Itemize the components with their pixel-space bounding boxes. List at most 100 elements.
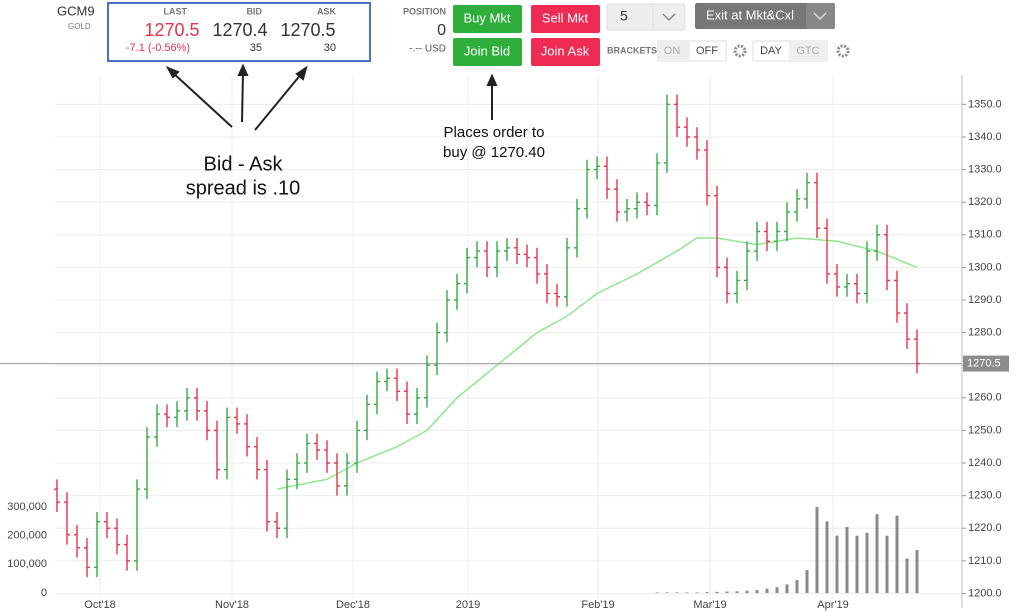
x-tick-label: Oct'18	[84, 599, 115, 611]
buy-market-button[interactable]	[453, 5, 522, 33]
last-price-label: 1270.5	[967, 357, 1001, 369]
off-option[interactable]: OFF	[696, 45, 718, 57]
y-tick-label: 1230.0	[968, 490, 1002, 502]
arrow	[241, 71, 244, 123]
toggle-active	[754, 42, 789, 60]
bid-size: 35	[250, 42, 262, 54]
volume-bar	[695, 592, 699, 593]
annotation-arrows	[165, 63, 498, 131]
volume-tick-label: 0	[41, 587, 47, 599]
exit-label[interactable]: Exit at Mkt&Cxl	[706, 7, 794, 22]
volume-bar	[685, 592, 689, 593]
arrow-head	[165, 66, 180, 79]
exit-dropdown[interactable]	[806, 3, 835, 29]
volume-bar	[655, 592, 659, 593]
volume-bar	[815, 507, 819, 593]
gear-icon[interactable]	[733, 44, 747, 58]
ask-price: 1270.5	[280, 20, 335, 40]
arrow-head	[486, 73, 498, 86]
dropdown-arrow[interactable]	[662, 13, 676, 22]
y-tick-label: 1210.0	[968, 555, 1002, 567]
join-bid-button[interactable]	[453, 38, 522, 66]
y-tick-label: 1200.0	[968, 587, 1002, 599]
volume-bar	[895, 515, 899, 593]
moving-average-line	[276, 237, 918, 490]
toggle-active	[690, 42, 725, 60]
y-tick-label: 1280.0	[968, 327, 1002, 339]
arrow	[254, 72, 303, 131]
arrow-head	[295, 65, 308, 81]
gear-icon[interactable]	[836, 44, 850, 58]
annotation: Bid - Ask	[204, 153, 284, 175]
volume-bar	[745, 590, 749, 593]
volume-bar	[825, 521, 829, 593]
bid-label: BID	[247, 6, 263, 16]
x-tick-label: Feb'19	[581, 599, 614, 611]
volume-bar	[875, 514, 879, 593]
y-tick-label: 1290.0	[968, 294, 1002, 306]
volume-bar	[725, 591, 729, 593]
volume-bar	[805, 570, 809, 593]
volume-bar	[855, 535, 859, 593]
volume-bar	[735, 591, 739, 593]
sell-market-label[interactable]: Sell Mkt	[542, 10, 589, 25]
y-tick-label: 1220.0	[968, 522, 1002, 534]
ask-label: ASK	[317, 6, 337, 16]
instrument-name: GOLD	[68, 22, 91, 31]
x-tick-label: Dec'18	[336, 599, 370, 611]
brackets-label: BRACKETS	[607, 45, 657, 55]
arrow-head	[237, 63, 249, 76]
exit-button[interactable]	[695, 3, 835, 29]
last-price-box	[963, 355, 1009, 372]
y-tick-label: 1240.0	[968, 457, 1002, 469]
x-tick-label: Apr'19	[817, 599, 848, 611]
volume-bar	[795, 580, 799, 593]
quantity[interactable]: 5	[620, 8, 628, 24]
x-tick-label: Nov'18	[215, 599, 249, 611]
y-tick-label: 1260.0	[968, 392, 1002, 404]
position-label: POSITION	[403, 6, 446, 16]
annotation: Places order to	[444, 124, 545, 141]
price-change: -7.1 (-0.56%)	[126, 42, 190, 54]
annotation: spread is .10	[186, 177, 301, 199]
volume-bar	[845, 527, 849, 593]
join-ask-label[interactable]: Join Ask	[541, 43, 590, 58]
bid-price: 1270.4	[212, 20, 267, 40]
day-option[interactable]: DAY	[760, 45, 782, 57]
on-option[interactable]: ON	[664, 45, 681, 57]
last-label: LAST	[164, 6, 188, 16]
position: 0	[437, 22, 446, 39]
quote-box	[107, 2, 371, 62]
x-tick-label: 2019	[456, 599, 480, 611]
volume-bar	[915, 550, 919, 593]
volume-tick-label: 300,000	[7, 501, 47, 513]
volume-bar	[885, 535, 889, 593]
buy-market-label[interactable]: Buy Mkt	[464, 10, 511, 25]
volume-bar	[785, 584, 789, 593]
sell-market-button[interactable]	[531, 5, 600, 33]
volume-bar	[905, 558, 909, 593]
volume-bar	[865, 532, 869, 593]
volume-bar	[675, 592, 679, 593]
volume-bar	[665, 592, 669, 593]
x-tick-label: Mar'19	[693, 599, 726, 611]
volume-tick-label: 200,000	[7, 530, 47, 542]
y-tick-label: 1310.0	[968, 229, 1002, 241]
volume-bar	[775, 587, 779, 593]
volume-bar	[755, 590, 759, 593]
volume-bar	[765, 588, 769, 593]
gtc-option[interactable]: GTC	[796, 45, 819, 57]
dropdown-arrow[interactable]	[813, 12, 827, 21]
last-price: 1270.5	[144, 20, 199, 40]
y-tick-label: 1350.0	[968, 98, 1002, 110]
volume-bar	[835, 535, 839, 593]
y-tick-label: 1330.0	[968, 163, 1002, 175]
annotation: buy @ 1270.40	[443, 144, 545, 161]
quantity-select[interactable]	[606, 3, 686, 31]
join-ask-button[interactable]	[531, 38, 600, 66]
volume-bar	[705, 592, 709, 593]
join-bid-label[interactable]: Join Bid	[464, 43, 510, 58]
y-tick-label: 1250.0	[968, 424, 1002, 436]
y-tick-label: 1320.0	[968, 196, 1002, 208]
